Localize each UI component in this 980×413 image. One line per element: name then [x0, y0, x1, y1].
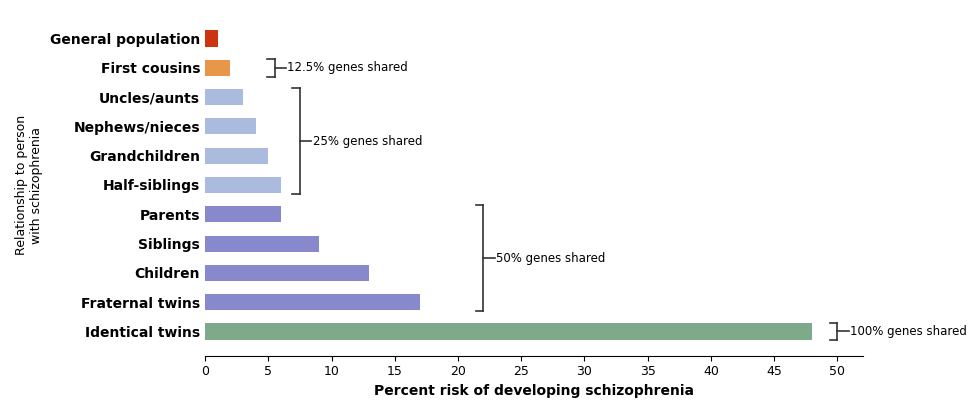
Bar	[205, 177, 281, 193]
Text: 12.5% genes shared: 12.5% genes shared	[287, 62, 408, 74]
X-axis label: Percent risk of developing schizophrenia: Percent risk of developing schizophrenia	[374, 384, 694, 398]
Bar	[205, 148, 269, 164]
Bar	[205, 89, 243, 105]
Bar	[205, 60, 230, 76]
Text: 50% genes shared: 50% genes shared	[496, 252, 606, 265]
Y-axis label: Relationship to person
with schizophrenia: Relationship to person with schizophreni…	[15, 115, 43, 255]
Bar	[205, 265, 369, 281]
Bar	[205, 31, 218, 47]
Text: 100% genes shared: 100% genes shared	[850, 325, 967, 338]
Text: 25% genes shared: 25% genes shared	[313, 135, 422, 147]
Bar	[205, 206, 281, 222]
Bar	[205, 294, 420, 310]
Bar	[205, 119, 256, 135]
Bar	[205, 323, 812, 339]
Bar	[205, 235, 318, 252]
